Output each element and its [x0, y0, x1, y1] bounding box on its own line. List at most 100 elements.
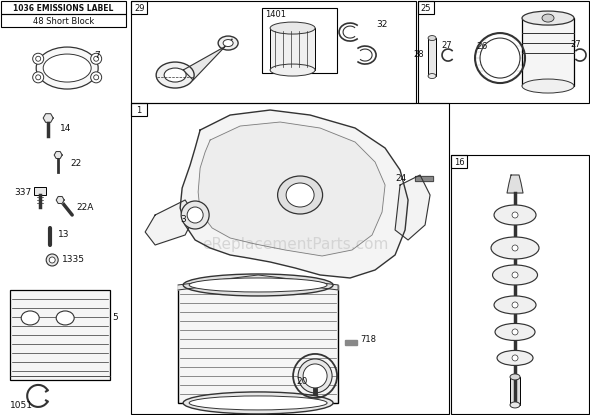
Circle shape: [91, 72, 101, 83]
Circle shape: [46, 254, 58, 266]
Bar: [522, 18, 574, 86]
Ellipse shape: [522, 11, 574, 25]
Text: 718: 718: [360, 335, 376, 344]
Ellipse shape: [164, 68, 186, 82]
Ellipse shape: [495, 323, 535, 340]
Polygon shape: [54, 151, 62, 159]
Text: 337: 337: [14, 188, 31, 197]
Circle shape: [512, 245, 518, 251]
Text: 27: 27: [570, 39, 581, 49]
Ellipse shape: [183, 392, 333, 414]
Ellipse shape: [510, 402, 520, 408]
Bar: [131, 103, 449, 414]
Bar: [428, 38, 436, 76]
Bar: [131, 103, 147, 116]
Bar: [131, 1, 416, 103]
Polygon shape: [507, 175, 523, 193]
Ellipse shape: [56, 311, 74, 325]
Bar: [34, 187, 46, 195]
Ellipse shape: [303, 364, 327, 388]
Ellipse shape: [270, 64, 315, 76]
Ellipse shape: [428, 36, 436, 41]
Text: 22A: 22A: [76, 203, 94, 212]
Circle shape: [49, 257, 55, 263]
Text: 27: 27: [442, 41, 453, 49]
Text: 1051: 1051: [10, 401, 33, 410]
Bar: [262, 8, 337, 73]
Circle shape: [35, 56, 41, 61]
Circle shape: [512, 355, 518, 361]
Text: 1401: 1401: [265, 10, 286, 19]
Bar: [178, 285, 338, 403]
Circle shape: [512, 212, 518, 218]
Polygon shape: [56, 197, 64, 203]
Bar: [270, 28, 315, 70]
Polygon shape: [395, 175, 430, 240]
Bar: [10, 290, 110, 380]
Circle shape: [94, 75, 99, 80]
Text: 32: 32: [376, 20, 388, 29]
Text: 5: 5: [112, 313, 118, 322]
Circle shape: [91, 53, 101, 64]
Ellipse shape: [187, 207, 203, 223]
Bar: [451, 155, 589, 414]
Text: 3: 3: [180, 215, 186, 225]
Polygon shape: [145, 200, 195, 245]
Text: 26: 26: [476, 42, 487, 51]
Ellipse shape: [43, 54, 91, 82]
Text: 20: 20: [296, 377, 307, 386]
Ellipse shape: [36, 47, 98, 89]
Ellipse shape: [542, 14, 554, 22]
Bar: [1, 1, 126, 14]
Text: 25: 25: [421, 4, 431, 13]
Polygon shape: [178, 275, 338, 290]
Circle shape: [32, 72, 44, 83]
Circle shape: [94, 56, 99, 61]
Ellipse shape: [218, 36, 238, 50]
Ellipse shape: [286, 183, 314, 207]
Ellipse shape: [522, 79, 574, 93]
Text: 22: 22: [70, 159, 81, 168]
Polygon shape: [415, 176, 433, 181]
Text: eReplacementParts.com: eReplacementParts.com: [202, 237, 388, 252]
Ellipse shape: [494, 205, 536, 225]
Bar: [451, 155, 467, 168]
Text: 1036 EMISSIONS LABEL: 1036 EMISSIONS LABEL: [13, 4, 113, 13]
Bar: [418, 1, 434, 14]
Ellipse shape: [189, 278, 327, 292]
Text: 48 Short Block: 48 Short Block: [32, 17, 94, 26]
Circle shape: [512, 329, 518, 335]
Text: 24: 24: [396, 173, 407, 183]
Ellipse shape: [156, 62, 194, 88]
Ellipse shape: [298, 359, 332, 393]
Bar: [418, 1, 589, 103]
Polygon shape: [198, 122, 385, 256]
Text: 16: 16: [454, 158, 464, 166]
Ellipse shape: [21, 311, 39, 325]
Ellipse shape: [270, 22, 315, 34]
Text: 28: 28: [414, 49, 424, 59]
Bar: [1, 14, 126, 27]
Ellipse shape: [181, 201, 209, 229]
Circle shape: [512, 302, 518, 308]
Polygon shape: [345, 340, 357, 345]
Ellipse shape: [510, 374, 520, 380]
Text: 29: 29: [134, 4, 145, 13]
Bar: [131, 1, 147, 14]
Circle shape: [35, 75, 41, 80]
Ellipse shape: [428, 73, 436, 78]
Polygon shape: [43, 114, 53, 122]
Ellipse shape: [497, 350, 533, 366]
Ellipse shape: [278, 176, 323, 214]
Text: 14: 14: [60, 124, 71, 132]
Circle shape: [32, 53, 44, 64]
Ellipse shape: [189, 396, 327, 410]
Ellipse shape: [494, 296, 536, 314]
Ellipse shape: [183, 274, 333, 296]
Ellipse shape: [493, 265, 537, 285]
Ellipse shape: [223, 39, 233, 46]
Text: 1335: 1335: [62, 256, 85, 264]
Polygon shape: [180, 110, 408, 278]
Bar: [510, 377, 520, 405]
Ellipse shape: [491, 237, 539, 259]
